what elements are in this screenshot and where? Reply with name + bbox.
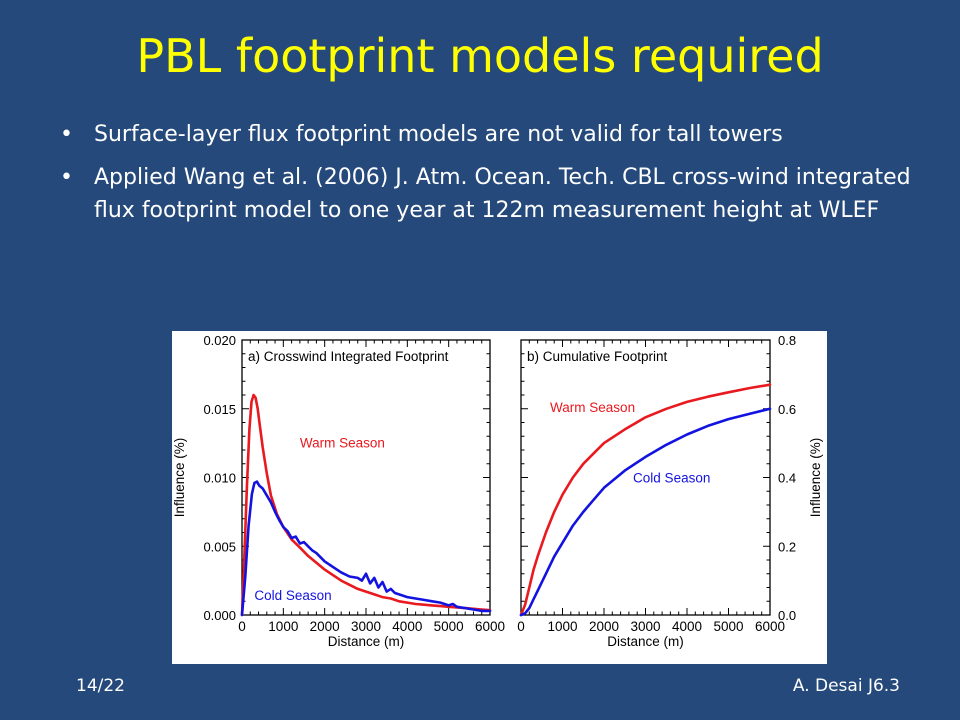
footprint-charts-svg: 0 1000 2000 3000 4000 5000 60000.0000.0050.010… — [172, 333, 823, 649]
x-tick-label: 6000 — [475, 619, 505, 634]
series-annotation: Cold Season — [633, 471, 710, 486]
y-tick-label: 0.015 — [203, 402, 236, 417]
x-tick-label: 2000 — [310, 619, 340, 634]
y-tick-label: 0.010 — [203, 471, 236, 486]
author-footer: A. Desai J6.3 — [792, 676, 900, 696]
x-tick-label: 3000 — [630, 619, 660, 634]
x-tick-label: 5000 — [434, 619, 464, 634]
slide-title: PBL footprint models required — [136, 29, 824, 83]
series-line-cold — [240, 480, 492, 617]
x-tick-label: 2000 — [589, 619, 619, 634]
x-tick-label: 5000 — [713, 619, 743, 634]
bullet-text: Surface-layer flux footprint models are … — [94, 122, 783, 147]
x-tick-label: 1000 — [268, 619, 298, 634]
y-tick-label: 0.8 — [778, 333, 796, 348]
bullet-dot: • — [60, 122, 73, 147]
x-tick-label: 6000 — [755, 619, 785, 634]
chart-title: b) Cumulative Footprint — [527, 349, 668, 364]
series-annotation: Warm Season — [550, 400, 635, 415]
slide-number: 14/22 — [76, 676, 125, 696]
x-tick-label: 3000 — [351, 619, 381, 634]
x-axis-label: Distance (m) — [607, 634, 684, 649]
y-axis-label: Influence (%) — [172, 438, 187, 518]
y-tick-label: 0.0 — [778, 608, 796, 623]
chart-panel-a: 0 1000 2000 3000 4000 5000 6000 0.000 0.005 0.010… — [172, 333, 505, 649]
y-tick-label: 0.4 — [778, 471, 796, 486]
bullet-item-1: • Surface-layer flux footprint models ar… — [60, 118, 920, 151]
series-annotation: Warm Season — [300, 435, 385, 450]
y-tick-label: 0.020 — [203, 333, 236, 348]
bullet-list: • Surface-layer flux footprint models ar… — [60, 118, 920, 237]
x-tick-label: 4000 — [672, 619, 702, 634]
bullet-item-2: • Applied Wang et al. (2006) J. Atm. Oce… — [60, 161, 920, 227]
x-tick-label: 0 — [238, 619, 246, 634]
bullet-text: Applied Wang et al. (2006) J. Atm. Ocean… — [94, 165, 911, 223]
x-axis-label: Distance (m) — [328, 634, 405, 649]
x-tick-label: 4000 — [392, 619, 422, 634]
bullet-dot: • — [60, 165, 73, 190]
x-tick-label: 1000 — [547, 619, 577, 634]
footprint-figure: 0 1000 2000 3000 4000 5000 6000 0.000 0.005 0.010… — [172, 331, 827, 664]
y-tick-label: 0.005 — [203, 539, 236, 554]
x-tick-label: 0 — [517, 619, 525, 634]
series-annotation: Cold Season — [254, 588, 331, 603]
series-line-cold — [519, 407, 772, 617]
y-tick-label: 0.000 — [203, 608, 236, 623]
y-axis-label: Influence (%) — [808, 438, 823, 518]
series-line-warm — [240, 393, 492, 617]
series-line-warm — [519, 383, 772, 617]
y-tick-label: 0.6 — [778, 402, 796, 417]
chart-title: a) Crosswind Integrated Footprint — [248, 349, 449, 364]
y-tick-label: 0.2 — [778, 539, 796, 554]
